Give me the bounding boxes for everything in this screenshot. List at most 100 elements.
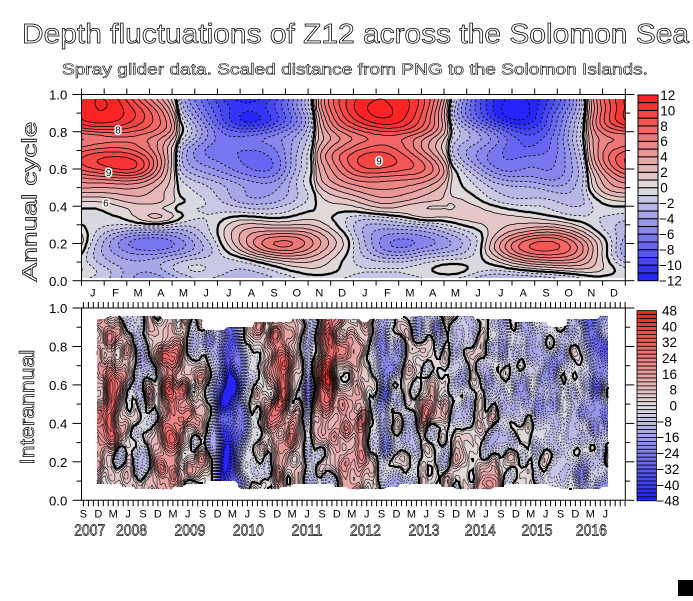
svg-text:0.4: 0.4 — [49, 417, 67, 432]
svg-text:S: S — [139, 509, 146, 521]
svg-text:2012: 2012 — [350, 523, 381, 540]
svg-text:0.0: 0.0 — [49, 274, 67, 289]
svg-text:0.6: 0.6 — [49, 378, 67, 393]
svg-text:M: M — [407, 509, 416, 521]
svg-text:−40: −40 — [657, 478, 680, 493]
svg-text:A: A — [157, 288, 165, 300]
svg-text:D: D — [393, 509, 401, 521]
svg-text:−4: −4 — [659, 212, 675, 227]
svg-text:Interannual: Interannual — [17, 350, 39, 465]
svg-text:M: M — [228, 509, 237, 521]
svg-text:A: A — [520, 288, 528, 300]
svg-text:2016: 2016 — [576, 523, 607, 540]
svg-text:J: J — [226, 288, 232, 300]
svg-text:8: 8 — [669, 383, 677, 398]
svg-text:0: 0 — [660, 181, 668, 196]
svg-text:J: J — [304, 509, 310, 521]
svg-text:0.8: 0.8 — [49, 340, 67, 355]
svg-text:M: M — [109, 509, 118, 521]
svg-text:2008: 2008 — [116, 523, 147, 540]
svg-text:S: S — [270, 288, 277, 300]
svg-text:0.0: 0.0 — [49, 493, 67, 508]
svg-text:N: N — [587, 288, 595, 300]
svg-text:−8: −8 — [659, 243, 674, 258]
svg-text:M: M — [179, 288, 188, 300]
svg-text:J: J — [125, 509, 131, 521]
svg-text:40: 40 — [662, 319, 677, 334]
svg-text:2009: 2009 — [175, 523, 206, 540]
svg-text:2011: 2011 — [292, 523, 323, 540]
svg-text:A: A — [429, 288, 437, 300]
svg-text:32: 32 — [662, 335, 677, 350]
svg-text:Depth fluctuations of Z12 acro: Depth fluctuations of Z12 across the Sol… — [22, 18, 689, 49]
svg-text:S: S — [438, 509, 445, 521]
svg-text:D: D — [214, 509, 222, 521]
svg-text:D: D — [610, 288, 618, 300]
svg-text:4: 4 — [660, 150, 668, 165]
svg-text:Spray glider data. Scaled dist: Spray glider data. Scaled distance from … — [62, 62, 648, 79]
svg-text:M: M — [586, 509, 595, 521]
svg-text:J: J — [362, 288, 368, 300]
svg-text:M: M — [168, 509, 177, 521]
svg-text:J: J — [483, 509, 489, 521]
svg-text:6: 6 — [103, 199, 109, 210]
svg-text:M: M — [288, 509, 297, 521]
svg-text:8: 8 — [115, 126, 121, 137]
svg-text:J: J — [543, 509, 549, 521]
svg-text:J: J — [203, 288, 209, 300]
svg-text:M: M — [134, 288, 143, 300]
svg-text:0.6: 0.6 — [49, 162, 67, 177]
svg-text:D: D — [512, 509, 520, 521]
svg-text:−48: −48 — [657, 494, 680, 509]
svg-text:S: S — [259, 509, 266, 521]
svg-text:S: S — [542, 288, 549, 300]
svg-text:S: S — [80, 509, 87, 521]
svg-text:2010: 2010 — [233, 523, 264, 540]
svg-text:M: M — [526, 509, 535, 521]
svg-text:−10: −10 — [659, 258, 682, 273]
svg-text:J: J — [245, 509, 251, 521]
svg-text:D: D — [333, 509, 341, 521]
svg-text:−2: −2 — [659, 196, 674, 211]
svg-text:S: S — [318, 509, 325, 521]
svg-text:2015: 2015 — [522, 523, 553, 540]
svg-text:M: M — [347, 509, 356, 521]
svg-text:0: 0 — [669, 399, 677, 414]
svg-text:D: D — [338, 288, 346, 300]
svg-text:J: J — [90, 288, 96, 300]
svg-text:−16: −16 — [657, 430, 680, 445]
svg-text:D: D — [571, 509, 579, 521]
svg-text:S: S — [199, 509, 206, 521]
svg-text:S: S — [497, 509, 504, 521]
svg-text:J: J — [364, 509, 370, 521]
svg-text:J: J — [185, 509, 191, 521]
svg-text:N: N — [315, 288, 323, 300]
svg-text:0.8: 0.8 — [49, 125, 67, 140]
svg-text:9: 9 — [106, 168, 112, 179]
svg-text:−24: −24 — [657, 446, 680, 461]
svg-text:D: D — [273, 509, 281, 521]
svg-text:J: J — [602, 509, 608, 521]
svg-text:8: 8 — [660, 119, 668, 134]
svg-text:2007: 2007 — [74, 523, 105, 540]
svg-text:6: 6 — [660, 134, 668, 149]
svg-text:−32: −32 — [657, 462, 680, 477]
svg-text:M: M — [451, 288, 460, 300]
svg-text:0.4: 0.4 — [49, 199, 67, 214]
svg-text:2013: 2013 — [409, 523, 440, 540]
svg-text:M: M — [467, 509, 476, 521]
svg-text:O: O — [293, 288, 302, 300]
svg-text:24: 24 — [662, 351, 678, 366]
svg-text:2014: 2014 — [465, 523, 496, 540]
svg-text:1.0: 1.0 — [49, 88, 67, 103]
svg-text:J: J — [424, 509, 430, 521]
svg-text:A: A — [248, 288, 256, 300]
svg-text:J: J — [475, 288, 481, 300]
svg-text:0.2: 0.2 — [49, 237, 67, 252]
svg-text:D: D — [154, 509, 162, 521]
svg-text:Annual cycle: Annual cycle — [20, 122, 42, 282]
svg-text:2: 2 — [660, 165, 668, 180]
svg-text:0.2: 0.2 — [49, 455, 67, 470]
svg-text:D: D — [452, 509, 460, 521]
svg-text:S: S — [557, 509, 564, 521]
